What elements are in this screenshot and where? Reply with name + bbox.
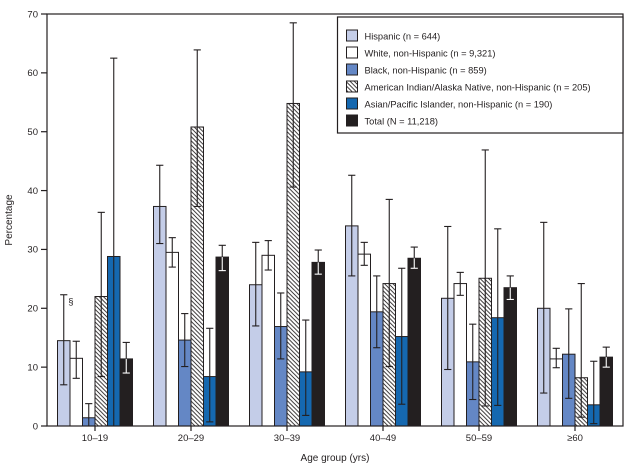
y-axis-title: Percentage — [4, 194, 15, 246]
legend-item-hispanic: Hispanic (n = 644) — [346, 29, 441, 42]
legend-item-api: Asian/Pacific Islander, non-Hispanic (n … — [346, 97, 553, 110]
errorbar-white-5 — [552, 347, 560, 369]
errorbar-black-3 — [373, 275, 381, 349]
bar-total-4 — [503, 287, 517, 427]
bar-total-1 — [215, 256, 229, 427]
errorbar-hispanic-5 — [540, 221, 548, 394]
errorbar-total-0 — [122, 341, 130, 374]
errorbar-white-1 — [168, 237, 176, 268]
x-tick-label: 50–59 — [466, 433, 492, 444]
legend-label-white: White, non-Hispanic (n = 9,321) — [365, 48, 496, 58]
errorbar-hispanic-0 — [60, 294, 68, 386]
legend-label-api: Asian/Pacific Islander, non-Hispanic (n … — [365, 99, 553, 109]
errorbar-black-5 — [565, 308, 573, 399]
errorbar-aian-4 — [481, 149, 489, 407]
errorbar-api-1 — [206, 327, 214, 423]
bar-white-1 — [165, 251, 179, 427]
legend-swatch-total — [346, 114, 358, 127]
y-tick-label: 0 — [33, 421, 38, 432]
x-tick-label: 20–29 — [178, 433, 204, 444]
errorbar-hispanic-3 — [348, 174, 356, 277]
legend-swatch-black — [346, 63, 358, 76]
errorbar-white-4 — [456, 271, 464, 296]
legend-label-aian: American Indian/Alaska Native, non-Hispa… — [365, 82, 591, 92]
x-axis-title: Age group (yrs) — [301, 453, 370, 464]
errorbar-black-0 — [85, 403, 93, 426]
legend-swatch-white — [346, 46, 358, 59]
y-tick-label: 10 — [27, 362, 38, 373]
legend-item-aian: American Indian/Alaska Native, non-Hispa… — [346, 80, 591, 93]
errorbar-api-5 — [590, 360, 598, 425]
errorbar-aian-1 — [193, 49, 201, 208]
bar-total-2 — [311, 261, 325, 427]
errorbar-aian-3 — [385, 198, 393, 368]
errorbar-white-0 — [72, 340, 80, 379]
plot-border — [46, 13, 624, 427]
errorbar-api-0 — [110, 57, 118, 426]
errorbar-total-2 — [314, 249, 322, 275]
legend-label-black: Black, non-Hispanic (n = 859) — [365, 65, 487, 75]
x-axis-ticks: 10–19 20–29 30–39 40–49 50–59 ≥60 — [82, 426, 583, 444]
bar-white-4 — [453, 283, 467, 427]
y-tick-label: 50 — [27, 127, 38, 138]
errorbar-white-2 — [264, 240, 272, 271]
errorbar-hispanic-4 — [444, 225, 452, 371]
legend-swatch-api — [346, 97, 358, 110]
y-axis-ticks: 0 10 20 30 40 50 60 70 — [27, 9, 47, 432]
errorbar-black-1 — [181, 313, 189, 368]
y-tick-label: 30 — [27, 245, 38, 256]
errorbar-black-2 — [277, 292, 285, 360]
y-tick-label: 70 — [27, 9, 38, 20]
bar-white-2 — [261, 254, 275, 427]
bar-white-5 — [549, 358, 563, 427]
x-tick-label: 40–49 — [370, 433, 396, 444]
annotations-layer: § — [68, 297, 73, 308]
legend-box — [336, 16, 624, 134]
errorbar-api-4 — [494, 228, 502, 406]
legend: Hispanic (n = 644) White, non-Hispanic (n… — [336, 16, 624, 134]
errorbar-total-1 — [218, 244, 226, 272]
errorbar-hispanic-1 — [156, 164, 164, 245]
errorbar-total-4 — [506, 275, 514, 301]
footnote-marker: § — [68, 297, 73, 308]
x-tick-label: 30–39 — [274, 433, 300, 444]
errorbar-total-5 — [602, 346, 610, 368]
bar-total-3 — [407, 257, 421, 427]
errorbar-total-3 — [410, 246, 418, 269]
bars-layer — [57, 22, 613, 427]
errorbar-white-3 — [360, 241, 368, 266]
y-tick-label: 60 — [27, 68, 38, 79]
errorbar-api-2 — [302, 319, 310, 416]
errorbar-aian-2 — [289, 22, 297, 188]
y-tick-label: 20 — [27, 304, 38, 315]
errorbar-hispanic-2 — [252, 241, 260, 327]
legend-item-white: White, non-Hispanic (n = 9,321) — [346, 46, 496, 59]
y-tick-label: 40 — [27, 186, 38, 197]
legend-item-total: Total (N = 11,218) — [346, 114, 438, 127]
errorbar-black-4 — [469, 323, 477, 401]
errorbar-aian-5 — [577, 283, 585, 418]
legend-swatch-hispanic — [346, 29, 358, 42]
legend-label-total: Total (N = 11,218) — [365, 116, 438, 126]
bar-white-3 — [357, 253, 371, 427]
errorbar-aian-0 — [97, 211, 105, 378]
x-tick-label: 10–19 — [82, 433, 108, 444]
legend-label-hispanic: Hispanic (n = 644) — [365, 31, 441, 41]
legend-item-black: Black, non-Hispanic (n = 859) — [346, 63, 487, 76]
errorbar-api-3 — [398, 267, 406, 405]
legend-swatch-aian — [346, 80, 358, 93]
x-tick-label: ≥60 — [567, 433, 583, 444]
